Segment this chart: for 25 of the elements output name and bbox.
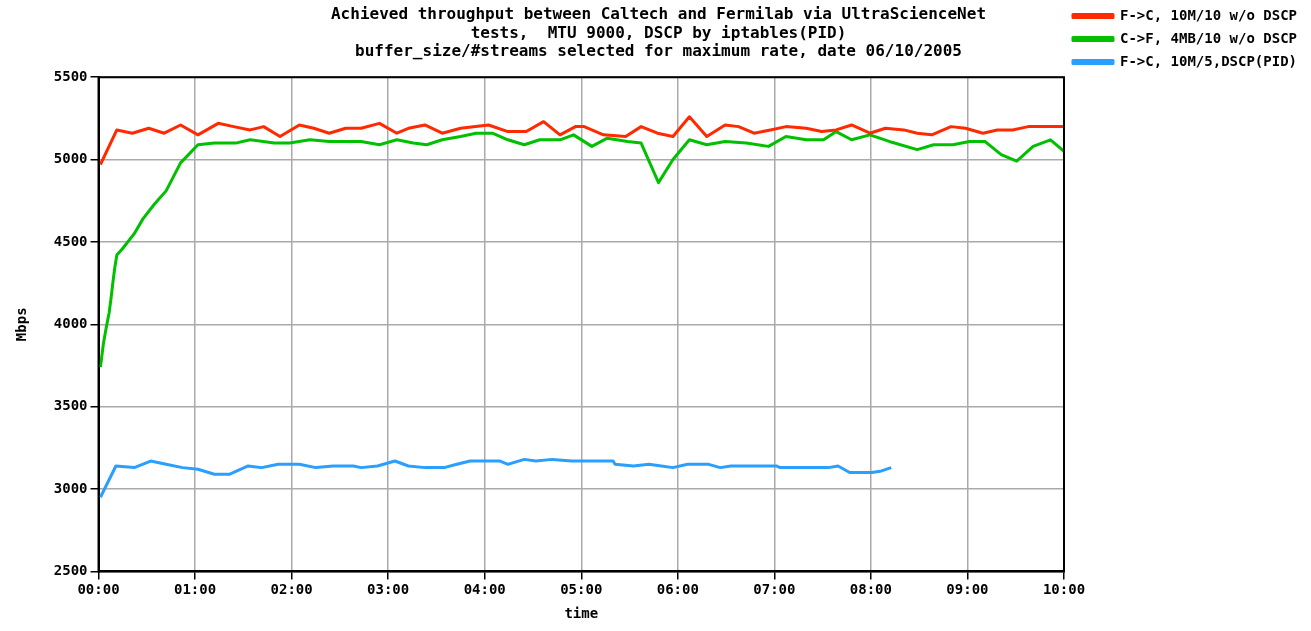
y-axis-title: Mbps [13, 307, 30, 342]
legend-label: F->C, 10M/5,DSCP(PID) [1120, 52, 1298, 69]
x-tick-label: 03:00 [367, 581, 410, 598]
x-tick-label: 06:00 [656, 581, 699, 598]
x-tick-label: 00:00 [77, 581, 120, 598]
x-tick-label: 04:00 [463, 581, 506, 598]
chart-title: Achieved throughput between Caltech and Fermilab via UltraScienceNet [330, 4, 987, 24]
x-tick-label: 02:00 [270, 581, 313, 598]
legend-label: F->C, 10M/10 w/o DSCP [1120, 6, 1298, 23]
x-tick-label: 07:00 [753, 581, 796, 598]
y-tick-label: 4000 [53, 314, 88, 331]
x-tick-label: 08:00 [849, 581, 892, 598]
y-tick-label: 3500 [53, 397, 88, 414]
chart-subtitle: tests, MTU 9000, DSCP by iptables(PID) buffer_size/#streams selected for maximum rate, date 06/10/2005 [355, 22, 962, 61]
y-tick-label: 4500 [53, 232, 88, 249]
legend-label: C->F, 4MB/10 w/o DSCP [1120, 29, 1298, 46]
x-axis-title: time [564, 605, 599, 622]
y-tick-label: 2500 [53, 562, 88, 579]
x-tick-label: 01:00 [173, 581, 217, 598]
x-tick-label: 05:00 [560, 581, 603, 598]
y-tick-label: 5500 [53, 67, 88, 84]
x-tick-label: 09:00 [946, 581, 989, 598]
x-tick-label: 10:00 [1042, 581, 1086, 598]
y-tick-label: 5000 [53, 150, 88, 167]
y-tick-label: 3000 [53, 479, 88, 496]
